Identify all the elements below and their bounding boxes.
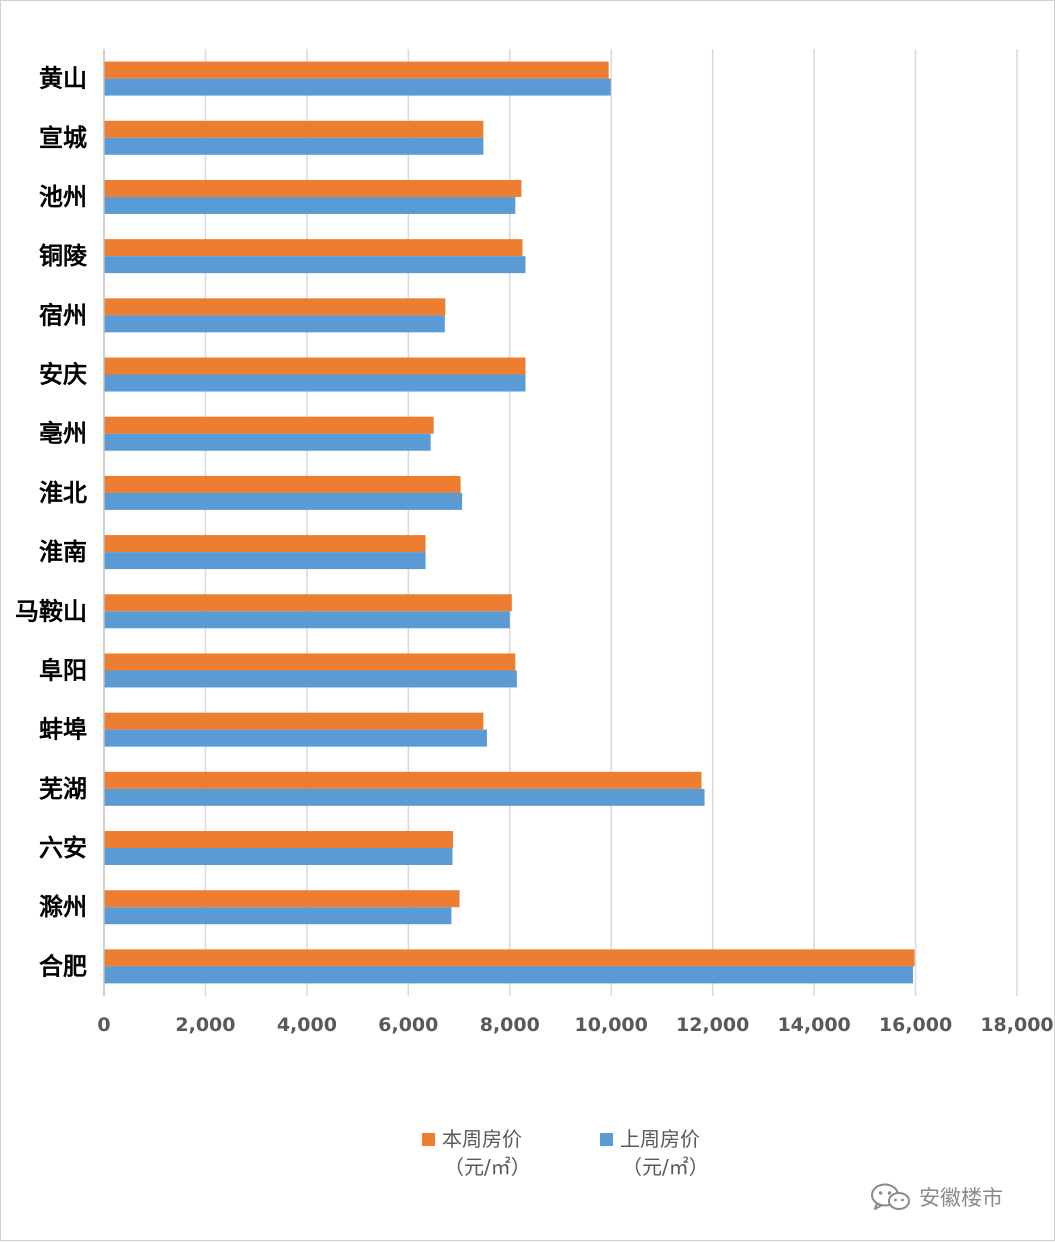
bar-this-week: [104, 61, 609, 79]
bar-last-week: [104, 78, 611, 96]
category-label: 铜陵: [39, 242, 88, 270]
legend-unit-last-week: （元/㎡）: [622, 1155, 709, 1179]
x-tick-label: 6,000: [378, 1014, 438, 1036]
legend-unit-this-week: （元/㎡）: [444, 1155, 531, 1179]
bar-this-week: [104, 653, 516, 671]
bar-last-week: [104, 374, 526, 392]
bar-last-week: [104, 611, 510, 629]
category-label: 黄山: [39, 65, 87, 93]
x-tick-label: 18,000: [980, 1014, 1053, 1036]
watermark: 安徽楼市: [869, 1181, 1003, 1213]
x-tick-label: 8,000: [480, 1014, 540, 1036]
bar-this-week: [104, 949, 915, 967]
bar-last-week: [104, 256, 526, 274]
bar-this-week: [104, 179, 522, 197]
bar-last-week: [104, 729, 487, 747]
bars: [104, 61, 915, 984]
category-label: 池州: [39, 183, 87, 211]
bar-last-week: [104, 907, 452, 925]
category-label: 亳州: [39, 420, 87, 448]
category-label: 滁州: [39, 893, 87, 921]
x-tick-label: 2,000: [175, 1014, 235, 1036]
legend-label-last-week: 上周房价: [620, 1127, 700, 1151]
bar-last-week: [104, 848, 453, 866]
legend-swatch-last-week: [600, 1133, 613, 1146]
bar-last-week: [104, 433, 431, 451]
x-tick-label: 16,000: [879, 1014, 952, 1036]
bar-this-week: [104, 890, 460, 908]
category-label: 马鞍山: [15, 597, 87, 625]
category-label: 宣城: [39, 124, 87, 152]
category-label: 淮北: [39, 479, 87, 507]
bar-last-week: [104, 552, 426, 570]
bar-this-week: [104, 771, 702, 789]
bar-last-week: [104, 966, 914, 984]
bar-this-week: [104, 594, 512, 612]
wechat-icon: [871, 1183, 910, 1210]
bar-this-week: [104, 298, 446, 316]
bar-this-week: [104, 239, 523, 257]
category-label: 芜湖: [39, 775, 87, 803]
bar-this-week: [104, 831, 453, 849]
bar-last-week: [104, 788, 705, 806]
category-label: 合肥: [39, 952, 87, 980]
bar-last-week: [104, 137, 484, 155]
tick-labels: 0 2,000 4,000 6,000 8,000 10,000 12,000 14,000 1…: [97, 1014, 1053, 1036]
watermark-text: 安徽楼市: [919, 1186, 1003, 1210]
category-label: 安庆: [39, 361, 87, 389]
legend-swatch-this-week: [422, 1133, 435, 1146]
bar-last-week: [104, 196, 516, 214]
x-tick-label: 10,000: [575, 1014, 648, 1036]
x-tick-label: 12,000: [676, 1014, 749, 1036]
category-label: 宿州: [39, 301, 87, 329]
x-tick-label: 14,000: [777, 1014, 850, 1036]
bar-last-week: [104, 670, 517, 688]
bar-last-week: [104, 492, 463, 510]
bar-this-week: [104, 535, 426, 553]
bar-this-week: [104, 120, 484, 138]
bar-this-week: [104, 357, 526, 375]
legend-label-this-week: 本周房价: [442, 1127, 522, 1151]
bar-last-week: [104, 315, 445, 333]
bar-this-week: [104, 475, 461, 493]
bar-this-week: [104, 712, 484, 730]
legend: 本周房价 （元/㎡） 上周房价 （元/㎡）: [1, 1125, 1055, 1185]
category-label: 阜阳: [39, 656, 87, 684]
category-label: 蚌埠: [39, 716, 87, 744]
x-tick-label: 4,000: [277, 1014, 337, 1036]
category-label: 六安: [39, 834, 87, 862]
x-tick-label: 0: [97, 1014, 110, 1036]
category-label: 淮南: [39, 538, 87, 566]
bar-this-week: [104, 416, 434, 434]
